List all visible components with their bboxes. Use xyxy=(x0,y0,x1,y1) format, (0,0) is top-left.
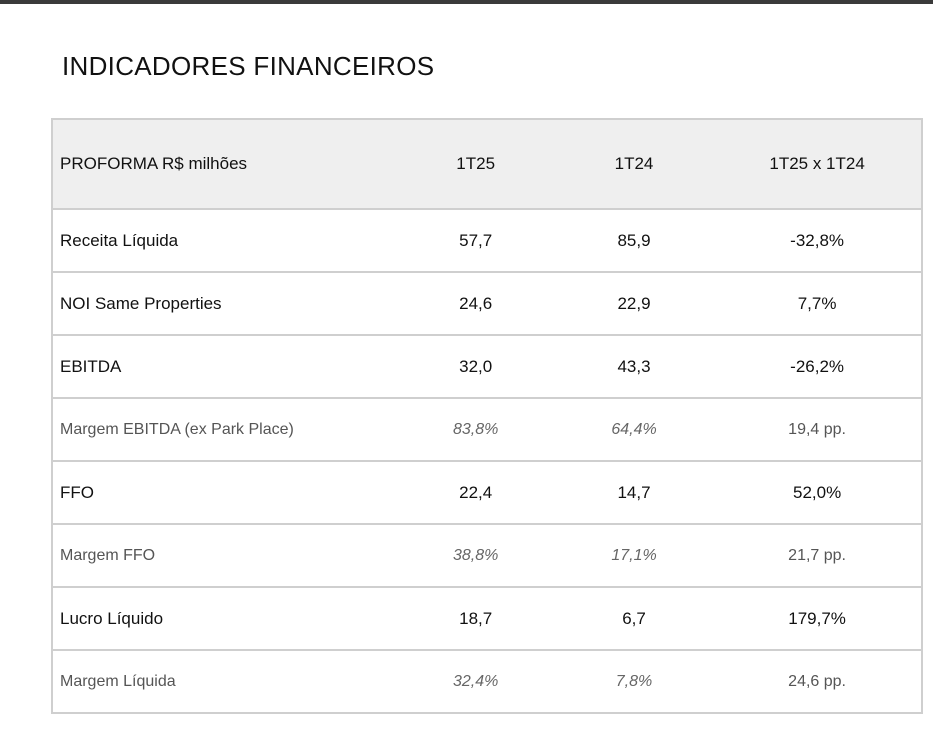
cell-variation: 179,7% xyxy=(713,586,922,650)
cell-1t25: 32,0 xyxy=(396,334,555,398)
header-label: PROFORMA R$ milhões xyxy=(52,118,397,209)
cell-1t24: 43,3 xyxy=(554,334,714,398)
row-label: Lucro Líquido xyxy=(52,586,397,650)
header-variation: 1T25 x 1T24 xyxy=(713,118,922,209)
cell-1t24: 14,7 xyxy=(554,460,714,524)
row-label: Receita Líquida xyxy=(52,208,397,272)
cell-1t25: 83,8% xyxy=(396,397,555,461)
table-row: Lucro Líquido 18,7 6,7 179,7% xyxy=(52,586,922,650)
table-row: NOI Same Properties 24,6 22,9 7,7% xyxy=(52,271,922,335)
table-row: Receita Líquida 57,7 85,9 -32,8% xyxy=(52,208,922,272)
cell-variation: 19,4 pp. xyxy=(713,397,922,461)
cell-1t24: 85,9 xyxy=(554,208,714,272)
table-row: FFO 22,4 14,7 52,0% xyxy=(52,460,922,524)
cell-1t25: 24,6 xyxy=(396,271,555,335)
cell-variation: 24,6 pp. xyxy=(713,649,922,713)
row-label: Margem FFO xyxy=(52,523,397,587)
row-label: FFO xyxy=(52,460,397,524)
cell-1t25: 38,8% xyxy=(396,523,555,587)
cell-1t24: 6,7 xyxy=(554,586,714,650)
header-1t24: 1T24 xyxy=(554,118,714,209)
table-row-margin: Margem FFO 38,8% 17,1% 21,7 pp. xyxy=(52,523,922,587)
table-header-row: PROFORMA R$ milhões 1T25 1T24 1T25 x 1T2… xyxy=(52,118,922,209)
cell-variation: 21,7 pp. xyxy=(713,523,922,587)
financial-indicators-table: PROFORMA R$ milhões 1T25 1T24 1T25 x 1T2… xyxy=(51,118,923,714)
cell-variation: 52,0% xyxy=(713,460,922,524)
cell-variation: -26,2% xyxy=(713,334,922,398)
page-title: INDICADORES FINANCEIROS xyxy=(62,51,435,82)
table-row: EBITDA 32,0 43,3 -26,2% xyxy=(52,334,922,398)
cell-variation: 7,7% xyxy=(713,271,922,335)
cell-variation: -32,8% xyxy=(713,208,922,272)
cell-1t24: 7,8% xyxy=(554,649,714,713)
row-label: NOI Same Properties xyxy=(52,271,397,335)
table-row-margin: Margem Líquida 32,4% 7,8% 24,6 pp. xyxy=(52,649,922,713)
row-label: EBITDA xyxy=(52,334,397,398)
cell-1t24: 17,1% xyxy=(554,523,714,587)
row-label: Margem Líquida xyxy=(52,649,397,713)
cell-1t25: 32,4% xyxy=(396,649,555,713)
cell-1t25: 18,7 xyxy=(396,586,555,650)
cell-1t24: 64,4% xyxy=(554,397,714,461)
top-bar xyxy=(0,0,933,4)
cell-1t25: 22,4 xyxy=(396,460,555,524)
header-1t25: 1T25 xyxy=(396,118,555,209)
table-row-margin: Margem EBITDA (ex Park Place) 83,8% 64,4… xyxy=(52,397,922,461)
cell-1t24: 22,9 xyxy=(554,271,714,335)
cell-1t25: 57,7 xyxy=(396,208,555,272)
row-label: Margem EBITDA (ex Park Place) xyxy=(52,397,397,461)
